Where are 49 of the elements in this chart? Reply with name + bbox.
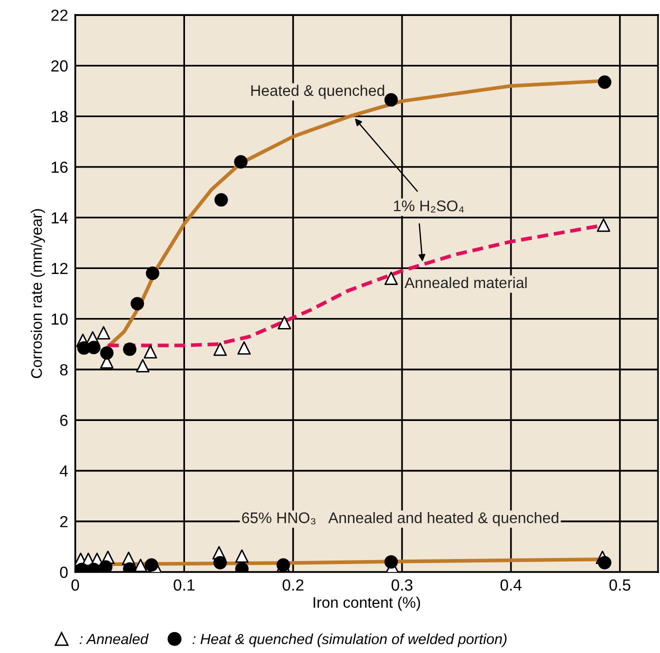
y-tick-label: 18 xyxy=(52,110,68,122)
point xyxy=(598,556,612,570)
point xyxy=(144,558,158,572)
point xyxy=(384,555,398,569)
legend-label: : Heat & quenched (simulation of welded portion) xyxy=(192,633,507,648)
x-tick-label: 0.1 xyxy=(174,579,194,591)
point xyxy=(384,93,398,107)
point xyxy=(87,340,100,354)
y-tick-label: 16 xyxy=(52,162,68,173)
y-tick-label: 0 xyxy=(60,566,68,578)
point xyxy=(235,549,249,563)
x-tick-label: 0 xyxy=(71,579,80,591)
y-tick-label: 6 xyxy=(60,414,68,426)
point xyxy=(278,316,292,330)
point xyxy=(237,341,251,355)
point xyxy=(384,272,398,286)
x-tick-label: 0.4 xyxy=(500,579,522,591)
y-tick-label: 2 xyxy=(60,516,68,528)
y-axis-title: Corrosion rate (mm/year) xyxy=(30,209,45,378)
point xyxy=(146,266,160,280)
y-tick-label: 14 xyxy=(52,212,68,224)
y-tick-label: 10 xyxy=(52,313,68,325)
point xyxy=(596,218,610,232)
y-tick-label: 12 xyxy=(52,262,68,274)
annotation: Annealed material xyxy=(404,276,527,288)
point xyxy=(213,556,227,570)
y-tick-label: 20 xyxy=(51,60,68,72)
point xyxy=(130,296,144,310)
x-tick-label: 0.5 xyxy=(609,579,630,591)
annotation: 65% HNO₃ Annealed and heated & quenched xyxy=(242,512,558,526)
y-tick-label: 22 xyxy=(51,10,68,21)
legend-label: : Annealed xyxy=(80,633,149,644)
point xyxy=(214,193,228,207)
point xyxy=(100,346,114,360)
point xyxy=(598,75,612,89)
annotation: Heated & quenched xyxy=(251,84,384,100)
y-tick-label: 4 xyxy=(60,466,68,477)
y-tick-label: 8 xyxy=(60,364,68,376)
point xyxy=(136,358,150,372)
x-tick-label: 0.2 xyxy=(282,579,304,591)
annotation: 1% H₂SO₄ xyxy=(394,200,464,212)
point xyxy=(122,342,136,356)
point xyxy=(213,342,227,356)
point xyxy=(144,345,158,358)
x-tick-label: 0.3 xyxy=(392,579,412,591)
point xyxy=(99,560,112,572)
point xyxy=(234,155,248,169)
x-axis-title: Iron content (%) xyxy=(314,596,420,611)
point xyxy=(96,326,110,340)
